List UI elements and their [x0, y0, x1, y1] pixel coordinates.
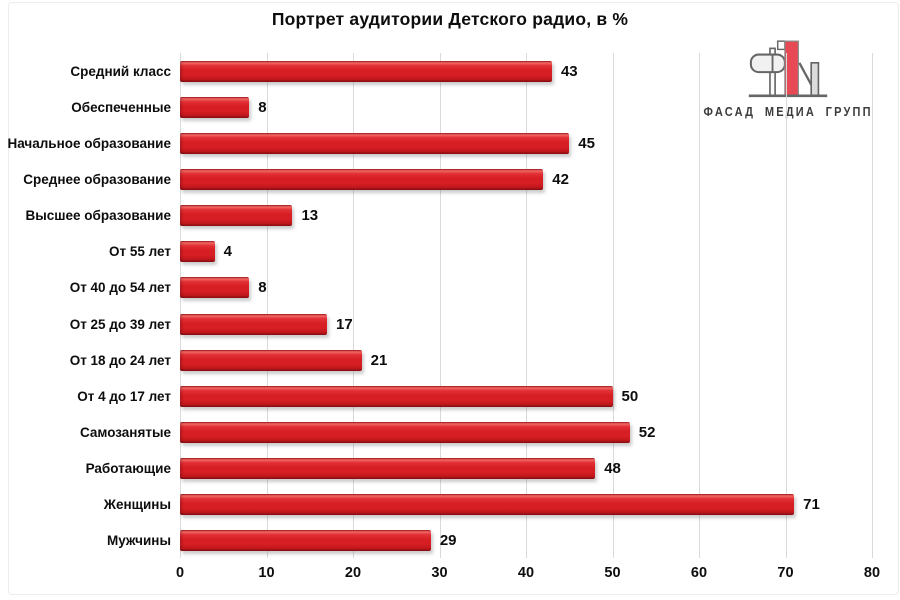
- gridline: [266, 53, 268, 558]
- bar-row: 71: [180, 487, 872, 523]
- x-tick-label: 30: [431, 565, 448, 581]
- fm-logo-cap: [776, 40, 786, 51]
- value-label: 45: [578, 134, 595, 152]
- gridline: [785, 53, 787, 558]
- gridline: [872, 53, 873, 558]
- bar: [180, 277, 250, 299]
- logo: ФАСАД МЕДИА ГРУПП: [689, 36, 887, 119]
- x-tick-label: 40: [517, 565, 535, 581]
- category-label: Начальное образование: [7, 135, 171, 151]
- value-label: 21: [370, 351, 388, 369]
- value-label: 43: [560, 62, 578, 80]
- category-label: Обеспеченные: [71, 99, 171, 115]
- gridline: [612, 53, 614, 558]
- gridline: [699, 53, 700, 558]
- bar-row: 42: [180, 161, 872, 197]
- bar-row: 4: [180, 234, 872, 270]
- x-tick-label: 50: [604, 565, 621, 581]
- category-label: Средний класс: [70, 63, 171, 79]
- bar-row: 17: [180, 306, 872, 342]
- value-label: 42: [552, 170, 569, 188]
- bar: [180, 96, 250, 118]
- gridline: [353, 53, 354, 558]
- value-label: 13: [301, 207, 319, 225]
- bar: [180, 385, 613, 407]
- category-labels: Средний класс Обеспеченные Начальное образ…: [0, 53, 171, 559]
- x-tick-label: 0: [175, 565, 185, 581]
- value-label: 29: [439, 532, 457, 550]
- bar-row: 52: [180, 414, 872, 450]
- x-tick-label: 80: [863, 565, 881, 581]
- bar: [180, 132, 570, 154]
- bar-row: 8: [180, 89, 872, 125]
- bar: [180, 458, 596, 480]
- bar: [180, 241, 215, 263]
- bar-row: 21: [180, 342, 872, 378]
- value-label: 8: [258, 98, 267, 116]
- bar: [180, 349, 362, 371]
- bar-row: 48: [180, 451, 872, 487]
- bar-row: 45: [180, 125, 872, 161]
- x-tick-label: 10: [258, 565, 275, 581]
- bar: [180, 313, 328, 335]
- bar: [180, 205, 293, 227]
- category-label: Мужчины: [107, 533, 171, 549]
- bar-rows: 43 8 45 42 13 4 8 17 21 50 52 48 71 29: [180, 53, 872, 559]
- bar-row: 13: [180, 198, 872, 234]
- x-tick-label: 20: [344, 565, 362, 581]
- bar-row: 29: [180, 523, 872, 559]
- category-label: Высшее образование: [25, 208, 171, 224]
- category-label: Самозанятые: [79, 424, 171, 440]
- bar: [180, 168, 544, 190]
- category-label: От 55 лет: [109, 244, 171, 260]
- bar: [180, 530, 431, 552]
- fm-logo-icon: [748, 40, 828, 98]
- x-tick-label: 60: [690, 565, 708, 581]
- value-label: 48: [604, 460, 621, 478]
- x-axis: 0 10 20 30 40 50 60 70 80: [176, 565, 880, 585]
- category-label: От 18 до 24 лет: [69, 352, 171, 368]
- gridline: [439, 53, 441, 558]
- category-label: От 25 до 39 лет: [69, 316, 171, 332]
- bar: [180, 421, 630, 443]
- gridline: [526, 53, 527, 558]
- category-label: От 4 до 17 лет: [77, 388, 171, 404]
- bar: [180, 494, 795, 516]
- value-label: 17: [336, 315, 353, 333]
- gridline: [180, 53, 181, 558]
- x-tick-label: 70: [777, 565, 794, 581]
- chart-title: Портрет аудитории Детского радио, в %: [271, 9, 629, 29]
- value-label: 50: [621, 387, 639, 405]
- category-label: Среднее образование: [23, 171, 171, 187]
- category-label: От 40 до 54 лет: [69, 280, 171, 296]
- value-label: 4: [223, 243, 232, 261]
- plot-area: 43 8 45 42 13 4 8 17 21 50 52 48 71 29: [180, 53, 873, 559]
- bar-row: 50: [180, 378, 872, 414]
- logo-text: ФАСАД МЕДИА ГРУПП: [703, 105, 873, 119]
- bar-row: 43: [180, 53, 872, 89]
- plot-gridlines: [180, 53, 873, 559]
- bar-row: 8: [180, 270, 872, 306]
- value-label: 52: [638, 423, 656, 441]
- value-label: 8: [258, 279, 267, 297]
- category-label: Работающие: [85, 461, 171, 477]
- bar: [180, 60, 552, 82]
- category-label: Женщины: [103, 497, 171, 513]
- value-label: 71: [803, 496, 820, 514]
